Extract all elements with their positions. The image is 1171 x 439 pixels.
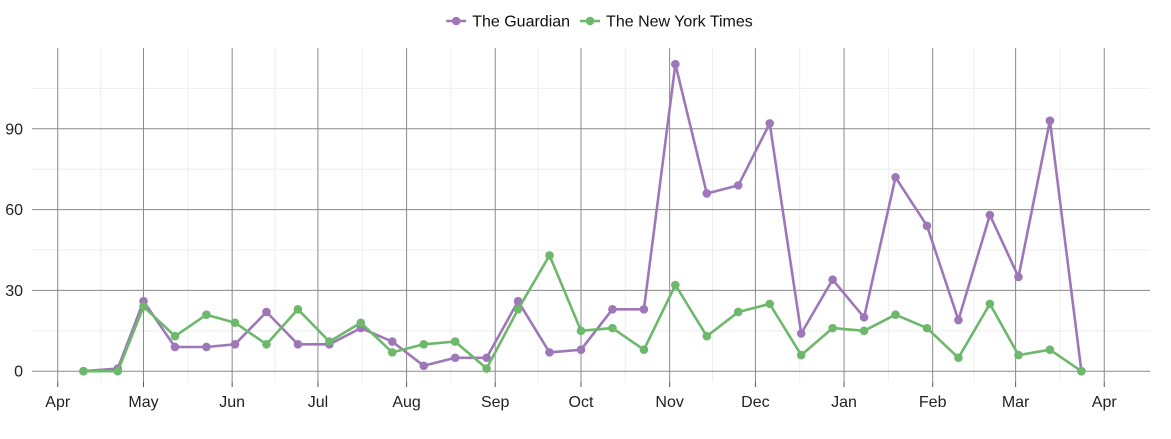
- x-tick-label: Jun: [219, 394, 245, 411]
- data-point-the-guardian: [387, 337, 397, 346]
- data-point-the-new-york-times: [954, 353, 963, 363]
- x-tick-label: Jan: [831, 394, 857, 411]
- data-point-the-new-york-times: [419, 339, 429, 349]
- x-tick-label: Aug: [392, 394, 420, 411]
- data-point-the-new-york-times: [513, 304, 523, 314]
- data-point-the-new-york-times: [796, 350, 806, 360]
- data-point-the-new-york-times: [859, 326, 869, 336]
- data-point-the-new-york-times: [482, 364, 491, 373]
- data-point-the-new-york-times: [262, 339, 271, 349]
- data-point-the-new-york-times: [79, 366, 88, 376]
- data-point-the-guardian: [1014, 272, 1023, 282]
- data-point-the-guardian: [608, 304, 617, 314]
- data-point-the-guardian: [671, 59, 680, 69]
- data-point-the-new-york-times: [387, 348, 397, 357]
- y-tick-label: 30: [5, 283, 23, 300]
- data-point-the-guardian: [922, 221, 932, 231]
- data-point-the-new-york-times: [545, 251, 554, 260]
- y-tick-label: 90: [5, 121, 23, 138]
- data-point-the-new-york-times: [293, 304, 303, 314]
- major-gridlines: [32, 48, 1150, 382]
- legend-key-point-the-guardian: [451, 16, 461, 26]
- minor-gridlines: [32, 48, 1150, 382]
- data-point-the-guardian: [170, 342, 180, 352]
- data-point-the-new-york-times: [139, 302, 148, 311]
- legend-label-the-new-york-times: The New York Times: [606, 14, 753, 31]
- data-point-the-guardian: [891, 172, 900, 182]
- data-point-the-guardian: [262, 307, 271, 317]
- data-point-the-new-york-times: [202, 310, 211, 319]
- data-point-the-guardian: [985, 210, 995, 220]
- x-axis: Apr May Jun Jul Aug Sep Oct Nov Dec Jan Feb Mar Apr: [45, 382, 1117, 411]
- x-tick-label: Feb: [919, 394, 947, 411]
- data-point-the-new-york-times: [325, 337, 334, 346]
- x-tick-label: Apr: [45, 394, 71, 411]
- y-axis: 0 30 60 90: [5, 121, 23, 380]
- data-point-the-new-york-times: [828, 323, 837, 333]
- x-tick-label: May: [128, 394, 158, 411]
- data-point-the-guardian: [1045, 116, 1055, 126]
- data-point-the-new-york-times: [170, 331, 180, 341]
- data-point-the-new-york-times: [1014, 350, 1023, 360]
- data-point-the-new-york-times: [891, 310, 900, 319]
- x-tick-label: Nov: [655, 394, 683, 411]
- x-tick-label: Jul: [308, 394, 328, 411]
- data-point-the-new-york-times: [639, 345, 649, 354]
- data-point-the-guardian: [733, 181, 743, 190]
- data-point-the-new-york-times: [671, 280, 680, 290]
- data-point-the-guardian: [765, 119, 775, 128]
- data-point-the-new-york-times: [113, 366, 123, 376]
- data-point-the-new-york-times: [922, 323, 932, 333]
- data-point-the-guardian: [482, 353, 491, 363]
- series-layer: [79, 59, 1086, 376]
- series-line-the-new-york-times: [83, 254, 1083, 373]
- data-point-the-new-york-times: [230, 318, 240, 328]
- data-point-the-new-york-times: [1045, 345, 1055, 354]
- data-point-the-new-york-times: [608, 323, 617, 333]
- data-point-the-guardian: [545, 348, 554, 357]
- data-point-the-guardian: [828, 275, 837, 284]
- data-point-the-guardian: [639, 304, 649, 314]
- y-tick-label: 60: [5, 202, 23, 219]
- x-tick-label: Apr: [1092, 394, 1118, 411]
- data-point-the-guardian: [450, 353, 460, 363]
- data-point-the-guardian: [230, 339, 240, 349]
- data-point-the-guardian: [419, 361, 429, 371]
- x-tick-label: Oct: [569, 394, 594, 411]
- legend: The Guardian The New York Times: [446, 14, 753, 31]
- data-point-the-guardian: [293, 339, 303, 349]
- data-point-the-new-york-times: [1077, 366, 1086, 376]
- data-point-the-new-york-times: [702, 331, 712, 341]
- data-point-the-new-york-times: [576, 326, 586, 336]
- x-tick-label: Sep: [481, 394, 510, 411]
- data-point-the-new-york-times: [765, 299, 775, 309]
- data-point-the-new-york-times: [733, 307, 743, 317]
- x-tick-label: Mar: [1002, 394, 1030, 411]
- data-point-the-new-york-times: [985, 299, 995, 309]
- data-point-the-guardian: [702, 189, 712, 198]
- legend-label-the-guardian: The Guardian: [472, 14, 570, 31]
- data-point-the-guardian: [796, 329, 806, 338]
- data-point-the-guardian: [954, 315, 963, 325]
- data-point-the-guardian: [576, 345, 586, 354]
- data-point-the-guardian: [202, 342, 211, 352]
- legend-key-point-the-new-york-times: [585, 16, 595, 26]
- data-point-the-new-york-times: [356, 318, 366, 328]
- y-tick-label: 0: [14, 364, 23, 381]
- data-point-the-guardian: [859, 313, 869, 322]
- data-point-the-new-york-times: [450, 337, 460, 346]
- x-tick-label: Dec: [741, 394, 769, 411]
